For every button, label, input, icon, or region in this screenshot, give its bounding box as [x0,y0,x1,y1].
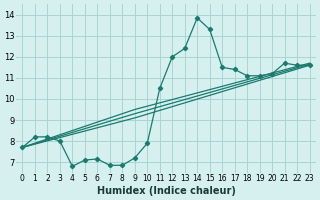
X-axis label: Humidex (Indice chaleur): Humidex (Indice chaleur) [97,186,236,196]
